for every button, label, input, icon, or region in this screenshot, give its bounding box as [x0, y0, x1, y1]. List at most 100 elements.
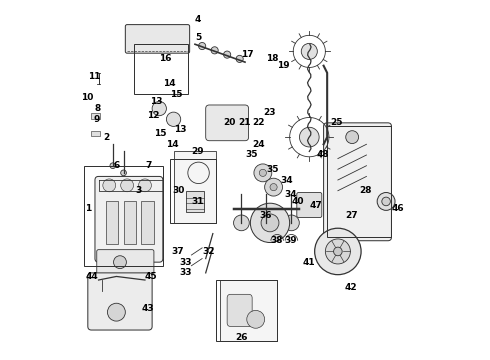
Text: 10: 10 [81, 93, 93, 102]
Text: 48: 48 [317, 150, 329, 159]
Circle shape [211, 47, 218, 54]
Circle shape [301, 43, 318, 59]
Circle shape [198, 42, 206, 50]
Text: 45: 45 [145, 272, 158, 281]
Circle shape [114, 256, 126, 269]
FancyBboxPatch shape [95, 176, 163, 262]
Text: 42: 42 [345, 283, 358, 292]
FancyBboxPatch shape [97, 249, 154, 275]
Text: 34: 34 [284, 190, 297, 199]
Bar [92, 113, 100, 118]
Circle shape [259, 215, 274, 231]
Circle shape [236, 55, 243, 63]
Text: 30: 30 [172, 186, 184, 195]
Text: 25: 25 [331, 118, 343, 127]
Text: 41: 41 [302, 258, 315, 267]
Text: 32: 32 [202, 247, 215, 256]
Text: 5: 5 [195, 33, 201, 42]
Text: 39: 39 [284, 236, 297, 245]
Text: 35: 35 [267, 165, 279, 174]
Text: 21: 21 [238, 118, 250, 127]
FancyBboxPatch shape [125, 24, 190, 53]
Text: 14: 14 [167, 140, 179, 149]
Text: 36: 36 [259, 211, 272, 220]
Text: 47: 47 [309, 201, 322, 210]
Circle shape [121, 179, 134, 192]
Text: 11: 11 [88, 72, 100, 81]
Bar [92, 131, 100, 136]
Bar [142, 202, 154, 244]
Circle shape [334, 247, 342, 256]
Circle shape [270, 184, 277, 191]
Circle shape [234, 215, 249, 231]
Text: 3: 3 [135, 186, 142, 195]
Text: 34: 34 [281, 176, 294, 185]
FancyBboxPatch shape [297, 193, 322, 217]
Text: 13: 13 [173, 126, 186, 135]
Text: 44: 44 [86, 272, 98, 281]
Text: 33: 33 [179, 258, 192, 267]
Text: 13: 13 [150, 97, 163, 106]
Text: 4: 4 [195, 15, 201, 24]
Text: 38: 38 [270, 236, 283, 245]
Bar [217, 280, 277, 341]
Text: 29: 29 [192, 147, 204, 156]
Bar [186, 191, 204, 212]
Text: 26: 26 [235, 333, 247, 342]
Text: 12: 12 [147, 111, 159, 120]
Circle shape [103, 179, 116, 192]
Text: 6: 6 [114, 161, 120, 170]
Circle shape [139, 179, 151, 192]
Text: 7: 7 [145, 161, 151, 170]
Circle shape [110, 163, 116, 168]
Text: 18: 18 [267, 54, 279, 63]
Circle shape [247, 310, 265, 328]
Circle shape [254, 164, 272, 182]
Circle shape [265, 178, 283, 196]
Circle shape [259, 169, 267, 176]
Bar [123, 202, 136, 244]
FancyBboxPatch shape [323, 123, 392, 241]
Text: 27: 27 [345, 211, 358, 220]
Circle shape [377, 193, 395, 210]
FancyBboxPatch shape [206, 105, 248, 141]
Text: 23: 23 [263, 108, 275, 117]
Circle shape [284, 215, 299, 231]
Circle shape [121, 170, 126, 176]
Text: 33: 33 [179, 268, 192, 277]
Text: 16: 16 [159, 54, 172, 63]
Bar [170, 158, 217, 223]
Text: 46: 46 [392, 204, 404, 213]
Text: 40: 40 [292, 197, 304, 206]
Text: 22: 22 [252, 118, 265, 127]
Bar [106, 202, 118, 244]
Text: 31: 31 [192, 197, 204, 206]
Bar [84, 166, 163, 266]
Text: 35: 35 [245, 150, 258, 159]
Text: 15: 15 [170, 90, 182, 99]
Circle shape [261, 214, 279, 232]
Circle shape [223, 51, 231, 58]
Text: 14: 14 [163, 79, 175, 88]
FancyBboxPatch shape [227, 294, 252, 327]
Bar [327, 126, 392, 237]
Text: 8: 8 [94, 104, 100, 113]
Text: 37: 37 [172, 247, 184, 256]
FancyBboxPatch shape [88, 273, 152, 330]
Bar [220, 280, 277, 341]
Text: 20: 20 [223, 118, 236, 127]
Circle shape [346, 131, 359, 144]
Circle shape [152, 102, 167, 116]
Circle shape [167, 112, 181, 126]
Bar [173, 152, 217, 223]
Text: 1: 1 [85, 204, 92, 213]
Text: 17: 17 [242, 50, 254, 59]
Text: 28: 28 [359, 186, 372, 195]
Circle shape [250, 203, 290, 243]
Circle shape [299, 127, 319, 147]
Circle shape [325, 239, 350, 264]
Circle shape [382, 197, 391, 206]
Text: 19: 19 [277, 61, 290, 70]
Text: 9: 9 [94, 115, 100, 124]
Text: 15: 15 [154, 129, 167, 138]
